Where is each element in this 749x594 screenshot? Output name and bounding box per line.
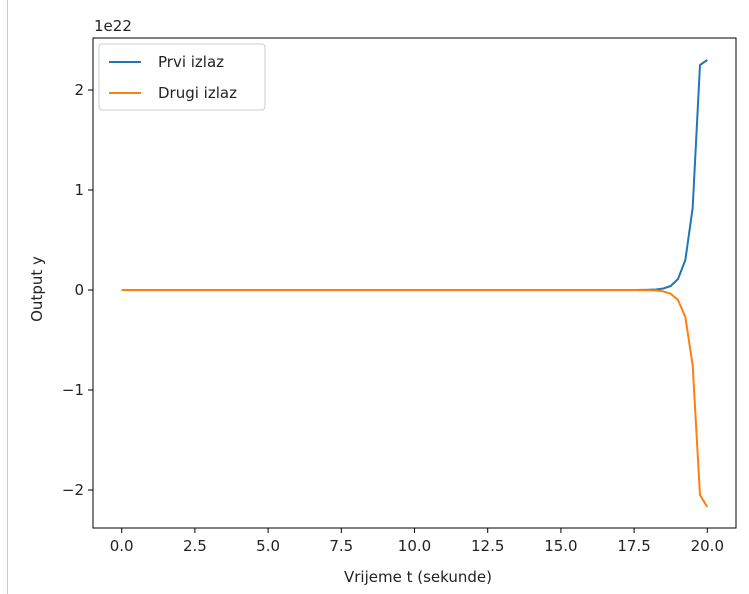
left-border-line: [7, 0, 8, 594]
y-tick-label: 1: [74, 181, 84, 199]
x-tick-label: 0.0: [110, 537, 134, 555]
y-tick-label: 0: [74, 281, 84, 299]
y-tick-label: −1: [62, 381, 84, 399]
y-axis-ticks: −2 −1 0 1 2: [62, 81, 93, 499]
plot-area: [93, 38, 736, 528]
x-tick-label: 5.0: [256, 537, 280, 555]
y-offset-text: 1e22: [94, 17, 132, 35]
series-layer: [121, 59, 709, 508]
series-line-drugi-izlaz: [121, 289, 709, 508]
x-axis-ticks: 0.0 2.5 5.0 7.5 10.0 12.5 15.0 17.5 20.0: [110, 528, 724, 555]
y-tick-label: −2: [62, 481, 84, 499]
x-tick-label: 10.0: [398, 537, 431, 555]
x-tick-label: 12.5: [471, 537, 504, 555]
x-tick-label: 2.5: [183, 537, 207, 555]
legend-label-drugi-izlaz: Drugi izlaz: [158, 84, 237, 102]
y-tick-label: 2: [74, 81, 84, 99]
y-axis-label: Output y: [28, 256, 46, 322]
x-tick-label: 15.0: [544, 537, 577, 555]
x-tick-label: 7.5: [329, 537, 353, 555]
x-axis-label: Vrijeme t (sekunde): [344, 568, 492, 586]
x-tick-label: 20.0: [691, 537, 724, 555]
x-tick-label: 17.5: [617, 537, 650, 555]
legend: Prvi izlaz Drugi izlaz: [98, 43, 266, 111]
legend-label-prvi-izlaz: Prvi izlaz: [158, 53, 224, 71]
